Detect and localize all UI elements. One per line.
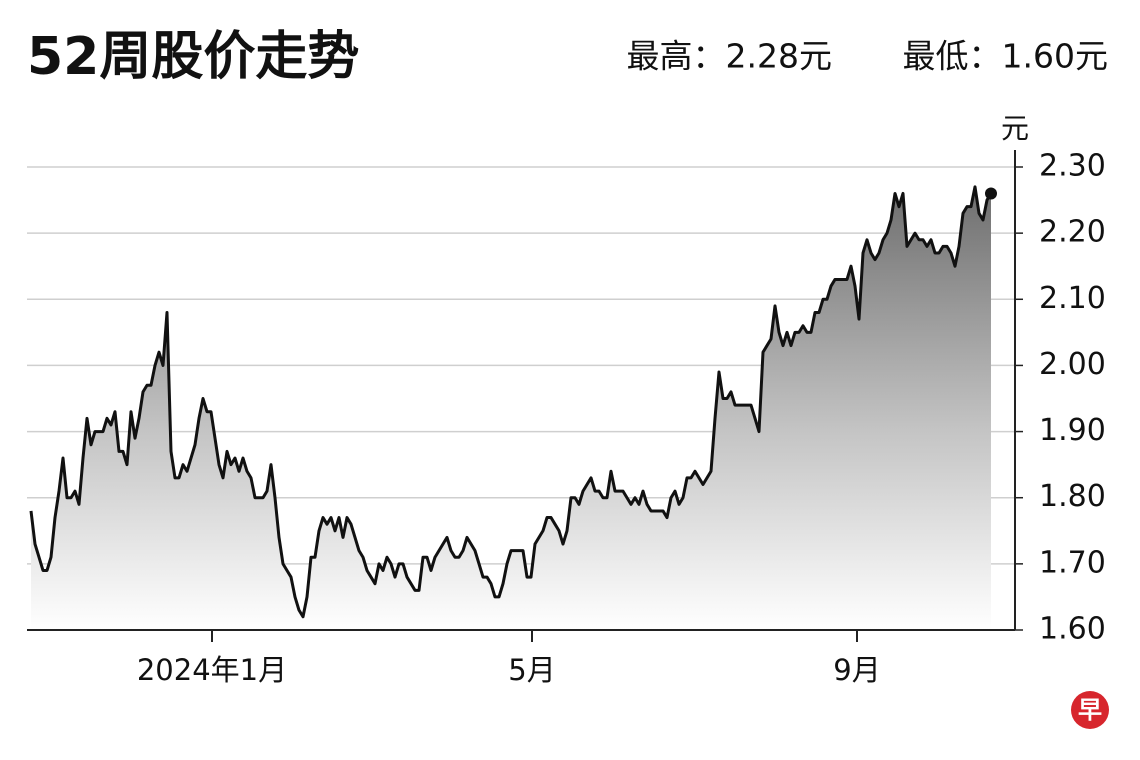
y-axis-unit: 元	[1001, 112, 1029, 145]
x-tick-label: 9月	[833, 653, 880, 687]
logo: 早	[1078, 696, 1102, 724]
x-tick-label: 5月	[508, 653, 555, 687]
title: 52周股价走势	[27, 27, 359, 87]
y-tick-label: 2.00	[1039, 347, 1106, 382]
y-tick-label: 1.70	[1039, 545, 1106, 580]
price-line	[29, 185, 993, 619]
y-tick-label: 1.80	[1039, 479, 1106, 514]
y-tick-label: 2.30	[1039, 149, 1106, 184]
logo-badge	[1071, 691, 1109, 729]
x-tick-label: 2024年1月	[137, 653, 287, 687]
y-tick-label: 1.90	[1039, 413, 1106, 448]
y-tick-label: 2.10	[1039, 281, 1106, 316]
low-price: 最低：1.60元	[903, 37, 1108, 76]
area	[31, 186, 991, 631]
y-tick-label: 2.20	[1039, 215, 1106, 250]
last-point	[985, 187, 997, 200]
y-tick-label: 1.60	[1039, 612, 1106, 647]
high-price: 最高：2.28元	[627, 37, 832, 76]
